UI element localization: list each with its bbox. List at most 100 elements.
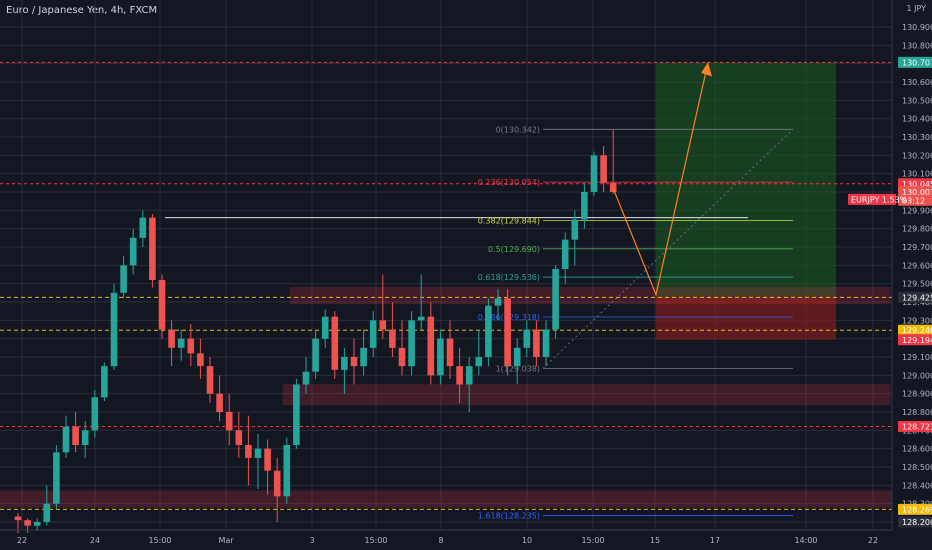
candle-body bbox=[206, 366, 214, 394]
price-tick-label: 129.900 bbox=[902, 206, 932, 215]
price-tick-label: 128.900 bbox=[902, 390, 932, 399]
time-tick-label: Mar bbox=[218, 536, 234, 545]
candle-body bbox=[158, 280, 166, 330]
price-tick-label: 130.100 bbox=[902, 170, 932, 179]
candle-body bbox=[350, 357, 358, 367]
candle-body bbox=[264, 448, 271, 471]
price-tag bbox=[898, 334, 932, 346]
price-axis[interactable]: 130.900130.800130.700130.600130.500130.4… bbox=[891, 0, 932, 530]
currency-code: JPY bbox=[914, 4, 926, 13]
candle-body bbox=[456, 366, 463, 385]
price-tick-label: 130.400 bbox=[902, 115, 932, 124]
candle-body bbox=[513, 347, 521, 367]
candle-body bbox=[379, 320, 387, 330]
price-tag-label: 03:12 bbox=[902, 196, 925, 205]
candle-body bbox=[571, 219, 579, 240]
time-tick-label: 8 bbox=[438, 536, 443, 545]
fib-level-label: 0.236(130.054) bbox=[478, 178, 540, 187]
price-tick-label: 128.500 bbox=[902, 463, 932, 472]
price-tag-label: 130.001 bbox=[902, 188, 932, 197]
price-tick-label: 128.600 bbox=[902, 445, 932, 454]
candle-body bbox=[417, 316, 425, 321]
projection-path bbox=[612, 62, 709, 297]
price-tag bbox=[898, 194, 932, 206]
price-tick-label: 130.900 bbox=[902, 23, 932, 32]
price-tag-label: 128.721 bbox=[902, 422, 932, 431]
time-tick-label: 22 bbox=[868, 536, 878, 545]
price-tag bbox=[898, 186, 932, 198]
price-tag-label: 129.194 bbox=[902, 336, 932, 345]
currency-label: 1 JPY bbox=[906, 4, 926, 13]
candle-body bbox=[523, 329, 531, 348]
candle-body bbox=[14, 516, 22, 521]
candle-body bbox=[216, 393, 223, 412]
candle-body bbox=[581, 192, 588, 220]
candle-body bbox=[187, 338, 195, 354]
zones bbox=[0, 62, 893, 508]
candle-body bbox=[475, 357, 483, 367]
price-tag bbox=[898, 291, 932, 303]
candle-body bbox=[600, 155, 607, 183]
candle-body bbox=[24, 520, 31, 526]
time-tick-label: 22 bbox=[17, 536, 27, 545]
candle-body bbox=[485, 305, 492, 357]
price-tick-label: 128.800 bbox=[902, 408, 932, 417]
candle-body bbox=[331, 316, 339, 370]
candle-body bbox=[197, 353, 204, 367]
time-tick-label: 17 bbox=[710, 536, 720, 545]
candle-body bbox=[542, 329, 550, 357]
candle-body bbox=[149, 217, 156, 280]
fib-level-label: 1.618(128.235) bbox=[478, 512, 540, 521]
candle-body bbox=[168, 329, 175, 348]
levels: 0(130.342) 0.236(130.054) 0.382(129.844) 0.… bbox=[0, 61, 892, 521]
candle-body bbox=[120, 265, 127, 293]
price-tag-label: 130.707 bbox=[902, 58, 932, 67]
candle-body bbox=[446, 338, 454, 367]
candle-body bbox=[312, 338, 319, 372]
candle-body bbox=[302, 371, 310, 385]
candle-body bbox=[494, 298, 502, 306]
price-tag-label: 128.200 bbox=[902, 518, 932, 527]
price-tick-label: 129.700 bbox=[902, 243, 932, 252]
candle-body bbox=[408, 320, 415, 367]
time-tick-label: 15 bbox=[650, 536, 660, 545]
chart-title: Euro / Japanese Yen, 4h, FXCM bbox=[6, 5, 158, 16]
time-axis[interactable]: 22 24 15:00 Mar 3 15:00 8 10 15:00 15 17 14:00 22 bbox=[0, 529, 892, 545]
fib-level-label: 0(130.342) bbox=[496, 125, 540, 134]
candle-body bbox=[552, 269, 559, 330]
price-tick-label: 129.300 bbox=[902, 316, 932, 325]
fib-level-label: 1(129.038) bbox=[496, 364, 540, 373]
candle-body bbox=[254, 448, 262, 458]
lower-zone bbox=[0, 490, 893, 508]
price-tick-label: 130.500 bbox=[902, 96, 932, 105]
fib-level-label: 0.382(129.844) bbox=[478, 217, 540, 226]
candle-body bbox=[81, 430, 89, 445]
candle-body bbox=[398, 347, 406, 367]
drawings bbox=[612, 62, 712, 297]
price-tag bbox=[898, 516, 932, 528]
price-tag-label: 129.246 bbox=[902, 326, 932, 335]
candle-body bbox=[504, 298, 511, 367]
price-tick-label: 130.300 bbox=[902, 133, 932, 142]
time-tick-label: 10 bbox=[522, 536, 532, 545]
price-tick-label: 129.500 bbox=[902, 280, 932, 289]
price-tick-label: 129.000 bbox=[902, 371, 932, 380]
time-tick-label: 14:00 bbox=[794, 536, 817, 545]
candle-body bbox=[427, 316, 435, 376]
candle-body bbox=[389, 329, 396, 348]
fib-level-label: 0.618(129.536) bbox=[478, 273, 540, 282]
price-tick-label: 129.100 bbox=[902, 353, 932, 362]
candle-body bbox=[360, 347, 367, 367]
price-tag bbox=[898, 503, 932, 515]
price-tag bbox=[898, 324, 932, 336]
candle-body bbox=[561, 239, 569, 269]
price-tag-label: 130.045 bbox=[902, 180, 932, 189]
candle-body bbox=[437, 338, 444, 376]
support-zone bbox=[282, 384, 891, 406]
price-tick-label: 129.600 bbox=[902, 261, 932, 270]
time-tick-label: 15:00 bbox=[364, 536, 387, 545]
candle-body bbox=[62, 426, 70, 453]
candle-body bbox=[321, 316, 329, 339]
